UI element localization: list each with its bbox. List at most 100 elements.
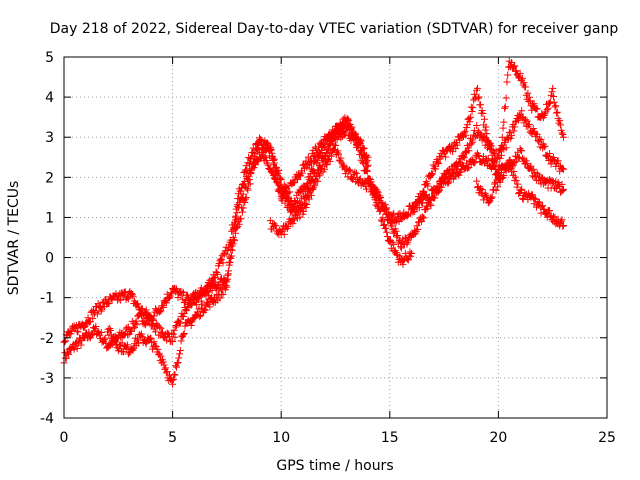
data-point [444, 179, 452, 187]
data-point [494, 170, 502, 178]
data-point [411, 226, 419, 234]
data-point [239, 204, 247, 212]
data-point [524, 89, 532, 97]
data-point [132, 317, 140, 325]
data-point [149, 315, 157, 323]
data-point [289, 220, 297, 228]
data-point [62, 337, 70, 345]
data-point [483, 156, 491, 164]
data-point [511, 158, 519, 166]
data-point [546, 150, 554, 158]
data-point [533, 130, 541, 138]
data-point [529, 191, 537, 199]
x-tick-label: 15 [381, 430, 399, 446]
data-point [275, 181, 283, 189]
data-point [239, 180, 247, 188]
data-point [338, 127, 346, 135]
data-point [513, 183, 521, 191]
data-point [435, 160, 443, 168]
y-tick-label: 2 [45, 170, 54, 186]
data-point [485, 198, 493, 206]
data-point [150, 325, 158, 333]
data-point [467, 103, 475, 111]
data-point [495, 161, 503, 169]
data-point [238, 181, 246, 189]
data-point [235, 220, 243, 228]
data-point [364, 153, 372, 161]
data-point [200, 305, 208, 313]
data-point [551, 103, 559, 111]
data-point [557, 217, 565, 225]
data-point [326, 157, 334, 165]
data-point [179, 312, 187, 320]
data-point [537, 209, 545, 217]
data-point [466, 141, 474, 149]
data-point [452, 145, 460, 153]
data-point [549, 179, 557, 187]
data-point [529, 165, 537, 173]
data-point [534, 137, 542, 145]
data-point [273, 171, 281, 179]
data-point [528, 167, 536, 175]
grid-layer [64, 57, 607, 418]
data-point [429, 161, 437, 169]
data-point [560, 133, 568, 141]
data-point [442, 153, 450, 161]
data-point [303, 200, 311, 208]
data-point [279, 188, 287, 196]
data-point [497, 145, 505, 153]
data-point [498, 142, 506, 150]
y-tick-label: -4 [40, 411, 54, 427]
data-point [155, 308, 163, 316]
data-point [543, 106, 551, 114]
data-point [383, 232, 391, 240]
data-point [204, 288, 212, 296]
data-point [152, 320, 160, 328]
data-point [541, 142, 549, 150]
data-point [478, 186, 486, 194]
data-point [474, 94, 482, 102]
data-point [197, 311, 205, 319]
data-point [547, 160, 555, 168]
data-point [314, 177, 322, 185]
data-point [116, 328, 124, 336]
data-point [449, 148, 457, 156]
data-point [276, 183, 284, 191]
data-point [556, 117, 564, 125]
data-point [387, 222, 395, 230]
x-tick-label: 5 [168, 430, 177, 446]
data-point [544, 104, 552, 112]
data-point [475, 152, 483, 160]
data-point [348, 123, 356, 131]
data-point [246, 180, 254, 188]
data-point [475, 93, 483, 101]
data-point [152, 342, 160, 350]
data-point [526, 164, 534, 172]
data-point [560, 185, 568, 193]
data-point [376, 197, 384, 205]
data-point [449, 169, 457, 177]
data-point [161, 298, 169, 306]
data-point [461, 127, 469, 135]
data-point [217, 256, 225, 264]
data-point [518, 147, 526, 155]
data-point [548, 88, 556, 96]
data-point [418, 218, 426, 226]
data-point [477, 101, 485, 109]
data-point [160, 361, 168, 369]
data-point [317, 149, 325, 157]
data-point [552, 102, 560, 110]
data-point [369, 182, 377, 190]
data-point [436, 183, 444, 191]
data-point [165, 293, 173, 301]
data-point [142, 306, 150, 314]
data-point [97, 329, 105, 337]
data-point [357, 137, 365, 145]
data-point [214, 270, 222, 278]
data-point [411, 205, 419, 213]
data-point [157, 352, 165, 360]
x-axis-label: GPS time / hours [276, 458, 393, 474]
data-point [155, 323, 163, 331]
data-point [171, 333, 179, 341]
data-point [302, 157, 310, 165]
